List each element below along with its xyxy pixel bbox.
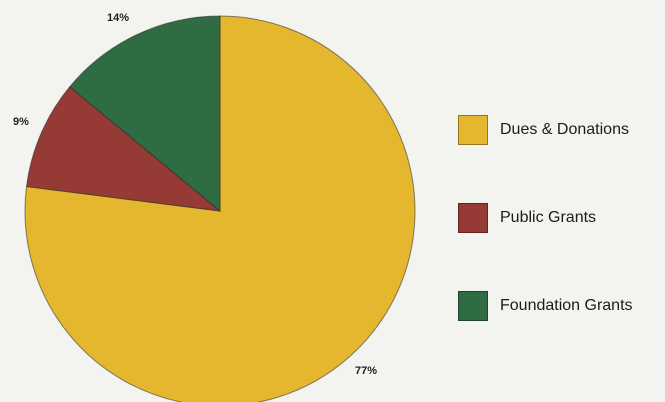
slice-label-foundation-grants: 14% — [107, 12, 129, 24]
pie-slice-labels: 77% 9% 14% — [13, 12, 377, 377]
legend-item-dues-donations: Dues & Donations — [458, 113, 629, 147]
legend-label-dues-donations: Dues & Donations — [500, 121, 629, 138]
legend-label-public-grants: Public Grants — [500, 209, 597, 226]
slice-label-dues-donations: 77% — [355, 365, 377, 377]
pie-slice-dues-donations — [24, 15, 416, 402]
legend-swatch-foundation-grants — [458, 291, 488, 321]
legend-item-public-grants: Public Grants — [458, 201, 596, 235]
legend-item-foundation-grants: Foundation Grants — [458, 289, 633, 323]
slice-label-public-grants: 9% — [13, 116, 29, 128]
pie-slice-foundation-grants — [69, 15, 221, 213]
pie-slice-public-grants — [25, 85, 222, 212]
legend-swatch-public-grants — [458, 203, 488, 233]
pie-slices — [24, 15, 416, 402]
legend-swatch-dues-donations — [458, 115, 488, 145]
legend-label-foundation-grants: Foundation Grants — [500, 297, 633, 314]
